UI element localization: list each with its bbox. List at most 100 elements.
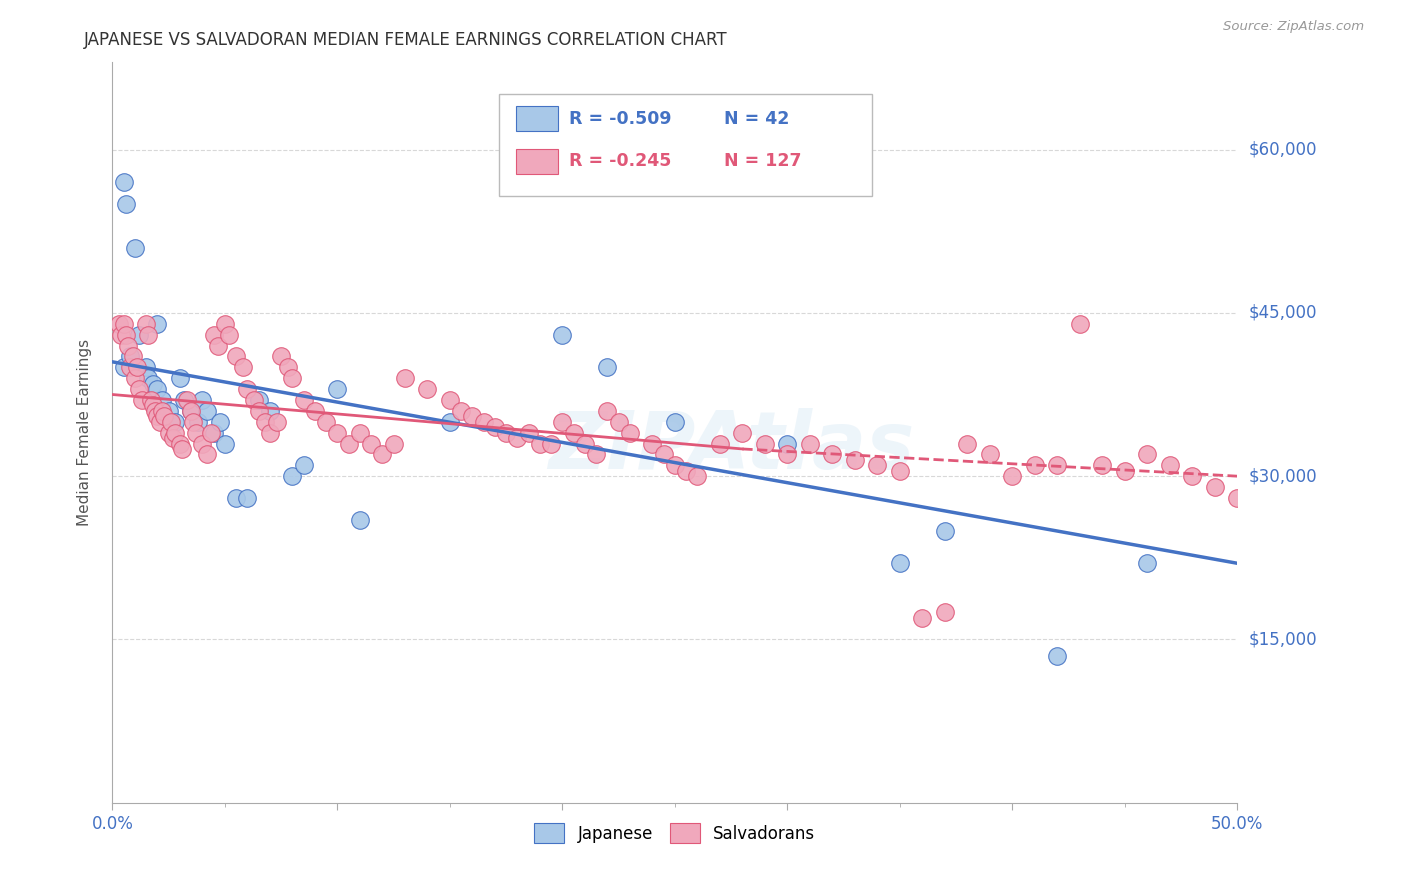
Point xyxy=(529,436,551,450)
Point xyxy=(304,404,326,418)
Point xyxy=(146,317,169,331)
Point xyxy=(889,464,911,478)
Point xyxy=(200,425,222,440)
Point xyxy=(450,404,472,418)
Point xyxy=(1136,556,1159,570)
Point xyxy=(187,415,209,429)
Point xyxy=(247,404,270,418)
Point xyxy=(259,404,281,418)
Point xyxy=(218,327,240,342)
Point xyxy=(115,197,138,211)
Point xyxy=(1091,458,1114,473)
Point xyxy=(439,415,461,429)
Point xyxy=(127,360,149,375)
Point xyxy=(243,392,266,407)
Point xyxy=(139,392,162,407)
Point xyxy=(110,327,132,342)
Point xyxy=(844,453,866,467)
Point xyxy=(254,415,277,429)
Point xyxy=(207,338,229,352)
Point xyxy=(326,382,349,396)
Point xyxy=(270,350,292,364)
Point xyxy=(686,469,709,483)
Point xyxy=(150,392,173,407)
Point xyxy=(202,327,225,342)
Point xyxy=(1046,458,1069,473)
Point xyxy=(1136,447,1159,461)
Point xyxy=(731,425,754,440)
Point xyxy=(461,409,484,424)
Point xyxy=(472,415,495,429)
Point xyxy=(120,350,142,364)
Point xyxy=(135,360,157,375)
Point xyxy=(160,415,183,429)
Point xyxy=(214,436,236,450)
Point xyxy=(506,431,529,445)
Point xyxy=(1159,458,1181,473)
Point xyxy=(142,398,165,412)
Point xyxy=(162,431,184,445)
Point xyxy=(1046,648,1069,663)
Point xyxy=(183,415,205,429)
Point xyxy=(225,491,247,505)
Point xyxy=(349,425,371,440)
Point xyxy=(266,415,288,429)
Point xyxy=(551,415,574,429)
Legend: Japanese, Salvadorans: Japanese, Salvadorans xyxy=(527,816,823,850)
Point xyxy=(394,371,416,385)
Point xyxy=(131,392,153,407)
Point xyxy=(124,371,146,385)
Text: Source: ZipAtlas.com: Source: ZipAtlas.com xyxy=(1223,20,1364,33)
Point xyxy=(146,409,169,424)
Point xyxy=(180,404,202,418)
Point xyxy=(956,436,979,450)
Point xyxy=(382,436,405,450)
Point xyxy=(326,425,349,440)
Point xyxy=(934,605,956,619)
Point xyxy=(416,382,439,396)
Point xyxy=(202,425,225,440)
Point xyxy=(337,436,360,450)
Point xyxy=(596,360,619,375)
Point xyxy=(108,317,131,331)
Text: $60,000: $60,000 xyxy=(1249,141,1317,159)
Point xyxy=(911,610,934,624)
Point xyxy=(484,420,506,434)
Point xyxy=(115,327,138,342)
Point xyxy=(596,404,619,418)
Point xyxy=(495,425,517,440)
Point xyxy=(120,360,142,375)
Point xyxy=(128,327,150,342)
Text: JAPANESE VS SALVADORAN MEDIAN FEMALE EARNINGS CORRELATION CHART: JAPANESE VS SALVADORAN MEDIAN FEMALE EAR… xyxy=(84,31,728,49)
Point xyxy=(146,382,169,396)
Point xyxy=(292,458,315,473)
Point xyxy=(664,415,686,429)
Point xyxy=(562,425,585,440)
Point xyxy=(776,436,799,450)
Point xyxy=(866,458,889,473)
Point xyxy=(138,371,160,385)
Point xyxy=(641,436,664,450)
Point xyxy=(157,425,180,440)
Point xyxy=(112,175,135,189)
Point xyxy=(551,327,574,342)
Point xyxy=(439,392,461,407)
Point xyxy=(315,415,337,429)
Point xyxy=(209,415,232,429)
Point xyxy=(165,425,187,440)
Point xyxy=(149,415,172,429)
Text: N = 42: N = 42 xyxy=(724,110,789,128)
Point xyxy=(889,556,911,570)
Point xyxy=(169,371,191,385)
Point xyxy=(135,317,157,331)
Point xyxy=(142,376,165,391)
Point xyxy=(281,469,304,483)
Point xyxy=(169,436,191,450)
Point xyxy=(1024,458,1046,473)
Y-axis label: Median Female Earnings: Median Female Earnings xyxy=(77,339,91,526)
Point xyxy=(709,436,731,450)
Point xyxy=(1204,480,1226,494)
Point xyxy=(821,447,844,461)
Point xyxy=(574,436,596,450)
Point xyxy=(349,513,371,527)
